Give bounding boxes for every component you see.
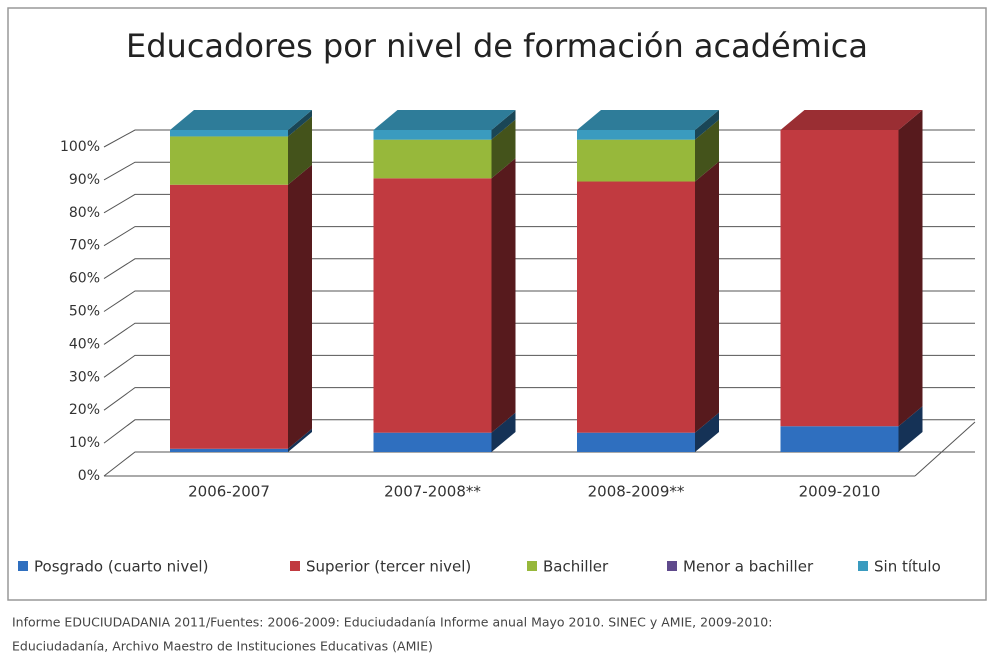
bar-top: [780, 110, 923, 130]
bar-segment: [780, 426, 899, 452]
bar-side: [491, 110, 516, 140]
bar-segment: [577, 181, 695, 433]
source-line: Informe EDUCIUDADANIA 2011/Fuentes: 2006…: [12, 615, 772, 630]
legend-label: Superior (tercer nivel): [306, 558, 471, 576]
y-tick-label: 10%: [69, 435, 100, 451]
legend-swatch: [667, 561, 677, 571]
y-tick-label: 100%: [60, 139, 100, 155]
x-tick-label: 2008-2009**: [588, 483, 685, 501]
bar-segment: [780, 130, 899, 427]
bar-segment: [577, 432, 695, 452]
source-line: Educiudadanía, Archivo Maestro de Instit…: [12, 639, 433, 654]
bar-side: [898, 110, 923, 427]
x-tick-label: 2006-2007: [188, 483, 270, 501]
bar-side: [898, 406, 923, 452]
bar-side: [491, 158, 516, 433]
x-tick-label: 2009-2010: [799, 483, 881, 501]
y-tick-label: 40%: [69, 336, 100, 352]
bar-segment: [170, 184, 288, 449]
legend-swatch: [527, 561, 537, 571]
chart-title: Educadores por nivel de formación académ…: [126, 27, 868, 65]
y-tick-label: 50%: [69, 304, 100, 320]
y-tick-label: 30%: [69, 369, 100, 385]
legend-swatch: [858, 561, 868, 571]
bar-side: [695, 161, 719, 433]
bar-side: [491, 119, 516, 179]
bar-top: [577, 110, 719, 130]
bar-segment: [577, 130, 695, 140]
bar-segment: [577, 139, 695, 182]
bar-side: [288, 428, 312, 452]
bar-segment: [373, 178, 492, 433]
y-tick-label: 0%: [78, 468, 100, 484]
legend-swatch: [18, 561, 28, 571]
bar-segment: [170, 448, 288, 452]
legend-label: Menor a bachiller: [683, 558, 814, 576]
bar-side: [491, 412, 516, 452]
bar-segment: [170, 130, 288, 137]
bar-side: [695, 119, 719, 182]
legend-label: Sin título: [874, 558, 941, 576]
bar-segment: [373, 139, 492, 179]
bar-side: [288, 110, 312, 137]
bar-side: [288, 164, 312, 449]
y-tick-label: 60%: [69, 271, 100, 287]
bar-segment: [170, 136, 288, 185]
y-tick-label: 80%: [69, 205, 100, 221]
bar-side: [695, 412, 719, 452]
bar-top: [170, 110, 312, 130]
floor-edge: [914, 421, 976, 477]
legend-label: Posgrado (cuarto nivel): [34, 558, 208, 576]
bar-segment: [373, 130, 492, 140]
bar-side: [288, 116, 312, 185]
bar-top: [373, 110, 516, 130]
x-tick-label: 2007-2008**: [384, 483, 481, 501]
bar-segment: [373, 432, 492, 452]
legend-swatch: [290, 561, 300, 571]
y-tick-label: 20%: [69, 402, 100, 418]
y-tick-label: 90%: [69, 172, 100, 188]
legend-label: Bachiller: [543, 558, 609, 576]
bar-side: [695, 110, 719, 140]
y-tick-label: 70%: [69, 238, 100, 254]
